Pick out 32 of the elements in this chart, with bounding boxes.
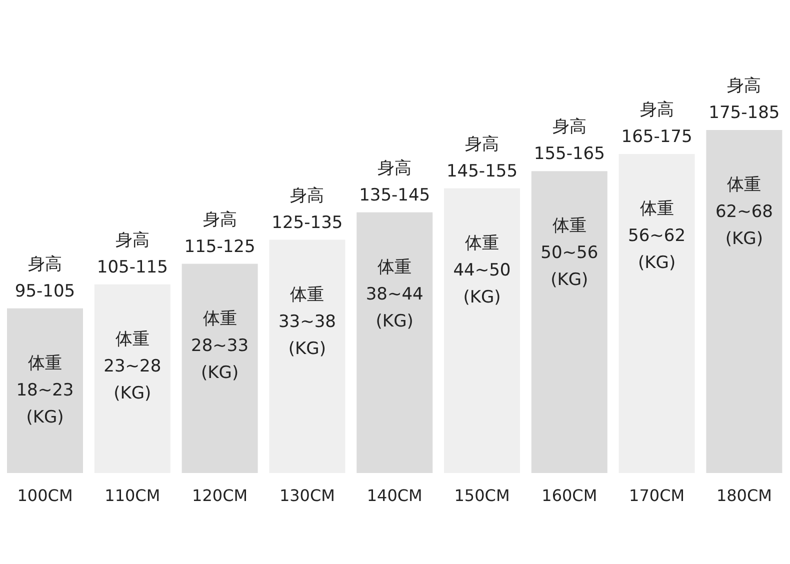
annotation: 身高 105-115 xyxy=(96,230,168,278)
bar xyxy=(706,130,782,473)
x-tick-label: 150CM xyxy=(454,486,510,505)
annotation: 体重 50~56 (KG) xyxy=(540,216,598,290)
annotation: 身高 125-135 xyxy=(272,186,343,233)
annotation: 体重 62~68 (KG) xyxy=(715,175,773,249)
x-tick-label: 180CM xyxy=(716,486,772,505)
x-tick-label: 120CM xyxy=(192,486,248,505)
annotation: 身高 175-185 xyxy=(708,76,780,123)
annotation: 体重 23~28 (KG) xyxy=(104,329,162,404)
annotation: 身高 155-165 xyxy=(534,117,605,164)
annotation: 体重 44~50 (KG) xyxy=(453,233,511,308)
x-tick-label: 100CM xyxy=(17,486,73,505)
annotation: 身高 165-175 xyxy=(621,100,692,148)
bar xyxy=(182,264,258,473)
x-tick-label: 160CM xyxy=(542,486,598,505)
annotation: 身高 95-105 xyxy=(14,254,76,302)
annotation: 身高 135-145 xyxy=(359,158,430,206)
annotation: 体重 38~44 (KG) xyxy=(366,257,424,332)
annotation: 体重 18~23 (KG) xyxy=(16,353,74,428)
x-tick-label: 170CM xyxy=(629,486,685,505)
x-tick-label: 140CM xyxy=(366,486,422,505)
bar xyxy=(7,308,83,473)
annotation: 体重 33~38 (KG) xyxy=(278,284,336,359)
bar xyxy=(531,171,608,473)
bar xyxy=(356,212,433,473)
annotation: 身高 115-125 xyxy=(184,210,256,257)
x-tick-label: 110CM xyxy=(104,486,160,505)
annotation: 体重 28~33 (KG) xyxy=(191,308,249,383)
annotation: 体重 56~62 (KG) xyxy=(628,199,686,274)
x-tick-label: 130CM xyxy=(279,486,335,505)
annotation: 身高 145-155 xyxy=(446,134,518,182)
